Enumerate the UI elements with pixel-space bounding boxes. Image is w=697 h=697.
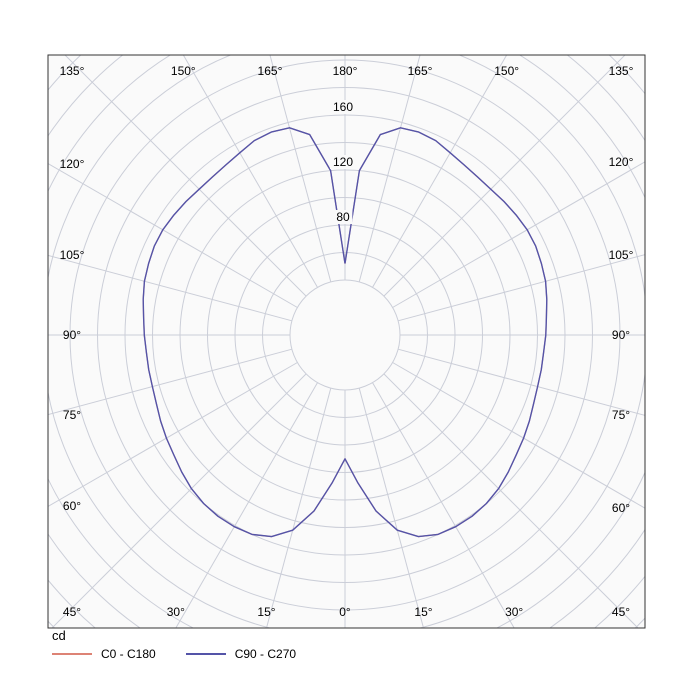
angle-label-105: 105° (608, 247, 634, 262)
angle-label-135-left: 135° (59, 64, 85, 78)
angle-label-90: 90° (611, 328, 631, 342)
legend-row: C0 - C180 C90 - C270 (52, 647, 296, 661)
chart-frame (47, 54, 646, 629)
radial-tick-label-120: 120 (329, 155, 357, 169)
radial-tick-label-160: 160 (329, 100, 357, 114)
legend-item-c90-c270: C90 - C270 (185, 647, 297, 661)
radial-tick-label-80: 80 (333, 210, 353, 224)
curve-C90-C270 (142, 127, 548, 538)
angle-label-75-left: 75° (62, 407, 82, 422)
legend: cd C0 - C180 C90 - C270 (52, 628, 296, 661)
angle-label-120-left: 120° (59, 156, 85, 171)
angle-label-120: 120° (608, 154, 634, 169)
legend-label-c90-c270: C90 - C270 (234, 647, 297, 661)
legend-item-c0-c180: C0 - C180 (52, 647, 156, 661)
angle-label-150-left: 150° (170, 64, 196, 78)
angle-label-45-left: 45° (62, 605, 82, 619)
angle-label-165-left: 165° (257, 64, 283, 78)
angle-label-135: 135° (608, 64, 634, 78)
angle-label-0: 0° (339, 605, 351, 619)
angle-label-180: 180° (332, 64, 358, 78)
angle-label-30-left: 30° (166, 605, 185, 619)
angle-label-30: 30° (505, 605, 524, 619)
angle-label-45: 45° (611, 605, 631, 619)
angle-label-15-left: 15° (257, 605, 276, 619)
angle-label-15: 15° (414, 605, 433, 619)
angle-label-60-left: 60° (62, 499, 82, 514)
legend-line-c0-c180 (52, 653, 92, 655)
legend-label-c0-c180: C0 - C180 (101, 647, 156, 661)
intensity-curves (142, 127, 548, 538)
angle-label-150: 150° (494, 64, 520, 78)
angle-label-165: 165° (407, 64, 433, 78)
angle-label-90-left: 90° (62, 328, 82, 342)
angle-label-75: 75° (611, 408, 631, 423)
angle-label-60: 60° (611, 501, 631, 516)
unit-label: cd (52, 628, 66, 643)
angle-label-105-left: 105° (59, 248, 85, 263)
legend-line-c90-c270 (185, 653, 226, 655)
